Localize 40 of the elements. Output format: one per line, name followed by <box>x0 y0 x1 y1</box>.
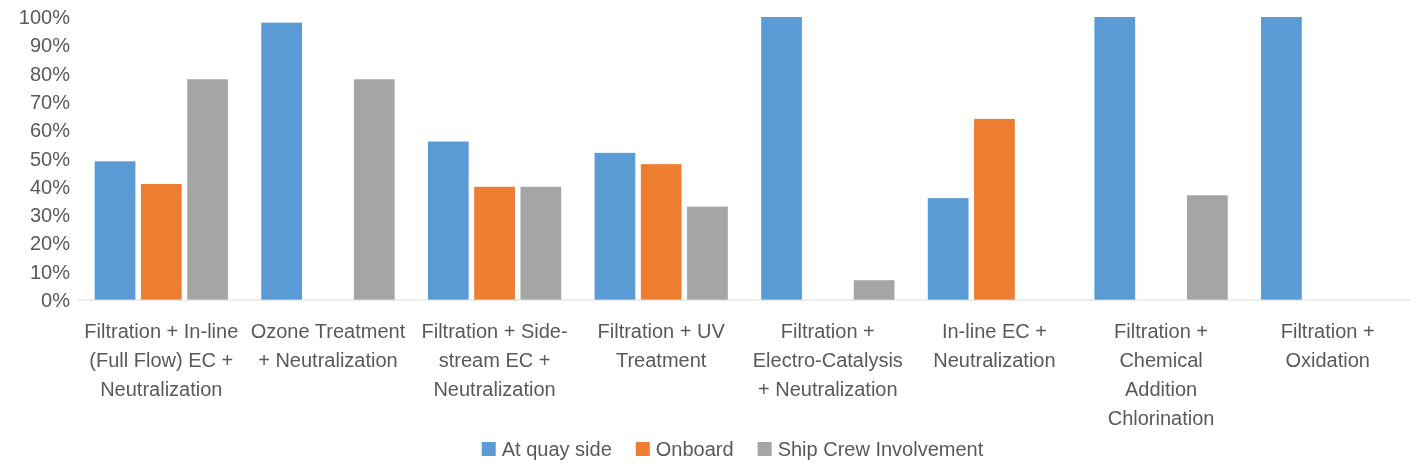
bar <box>94 161 136 300</box>
bar <box>520 186 562 300</box>
y-tick-label: 90% <box>29 34 71 57</box>
y-tick-label: 60% <box>29 119 71 142</box>
y-tick-label: 30% <box>29 204 71 227</box>
bar <box>927 198 969 300</box>
x-tick-label: Filtration + Side-stream EC + Neutralization <box>421 320 568 400</box>
bar <box>853 280 895 300</box>
legend-label: Ship Crew Involvement <box>777 438 984 460</box>
x-tick-label: Filtration + Chemical Addition Chlorination <box>1107 320 1215 429</box>
y-tick-label: 100% <box>18 6 71 28</box>
bar <box>261 22 303 300</box>
bar <box>1094 17 1136 300</box>
x-tick-label: Filtration + Electro-Catalysis + Neutralization <box>752 320 903 400</box>
y-tick-label: 80% <box>29 62 71 85</box>
bar <box>761 17 802 300</box>
bar <box>353 79 395 300</box>
bar <box>974 118 1015 300</box>
legend-label: Onboard <box>655 438 734 460</box>
x-tick-label: In-line EC + Neutralization <box>933 320 1056 371</box>
y-tick-label: 0% <box>41 289 71 311</box>
y-tick-label: 50% <box>29 147 71 170</box>
y-tick-label: 40% <box>29 175 71 198</box>
y-tick-label: 20% <box>29 232 71 255</box>
bar <box>474 186 515 300</box>
bar <box>1186 195 1228 300</box>
bar <box>640 164 682 300</box>
bar <box>140 183 182 300</box>
y-tick-label: 10% <box>29 260 71 283</box>
x-tick-label: Ozone Treatment + Neutralization <box>250 320 406 371</box>
x-tick-label: Filtration + Oxidation <box>1280 320 1375 371</box>
bar <box>187 79 228 300</box>
x-tick-label: Filtration + In-line (Full Flow) EC + Neutralization <box>84 320 239 400</box>
bar <box>427 141 469 300</box>
legend-label: At quay side <box>501 438 612 460</box>
bar <box>687 206 728 300</box>
y-tick-label: 70% <box>29 90 71 113</box>
bar <box>594 152 636 300</box>
bar <box>1261 17 1302 300</box>
x-tick-label: Filtration + UV Treatment <box>597 320 726 371</box>
